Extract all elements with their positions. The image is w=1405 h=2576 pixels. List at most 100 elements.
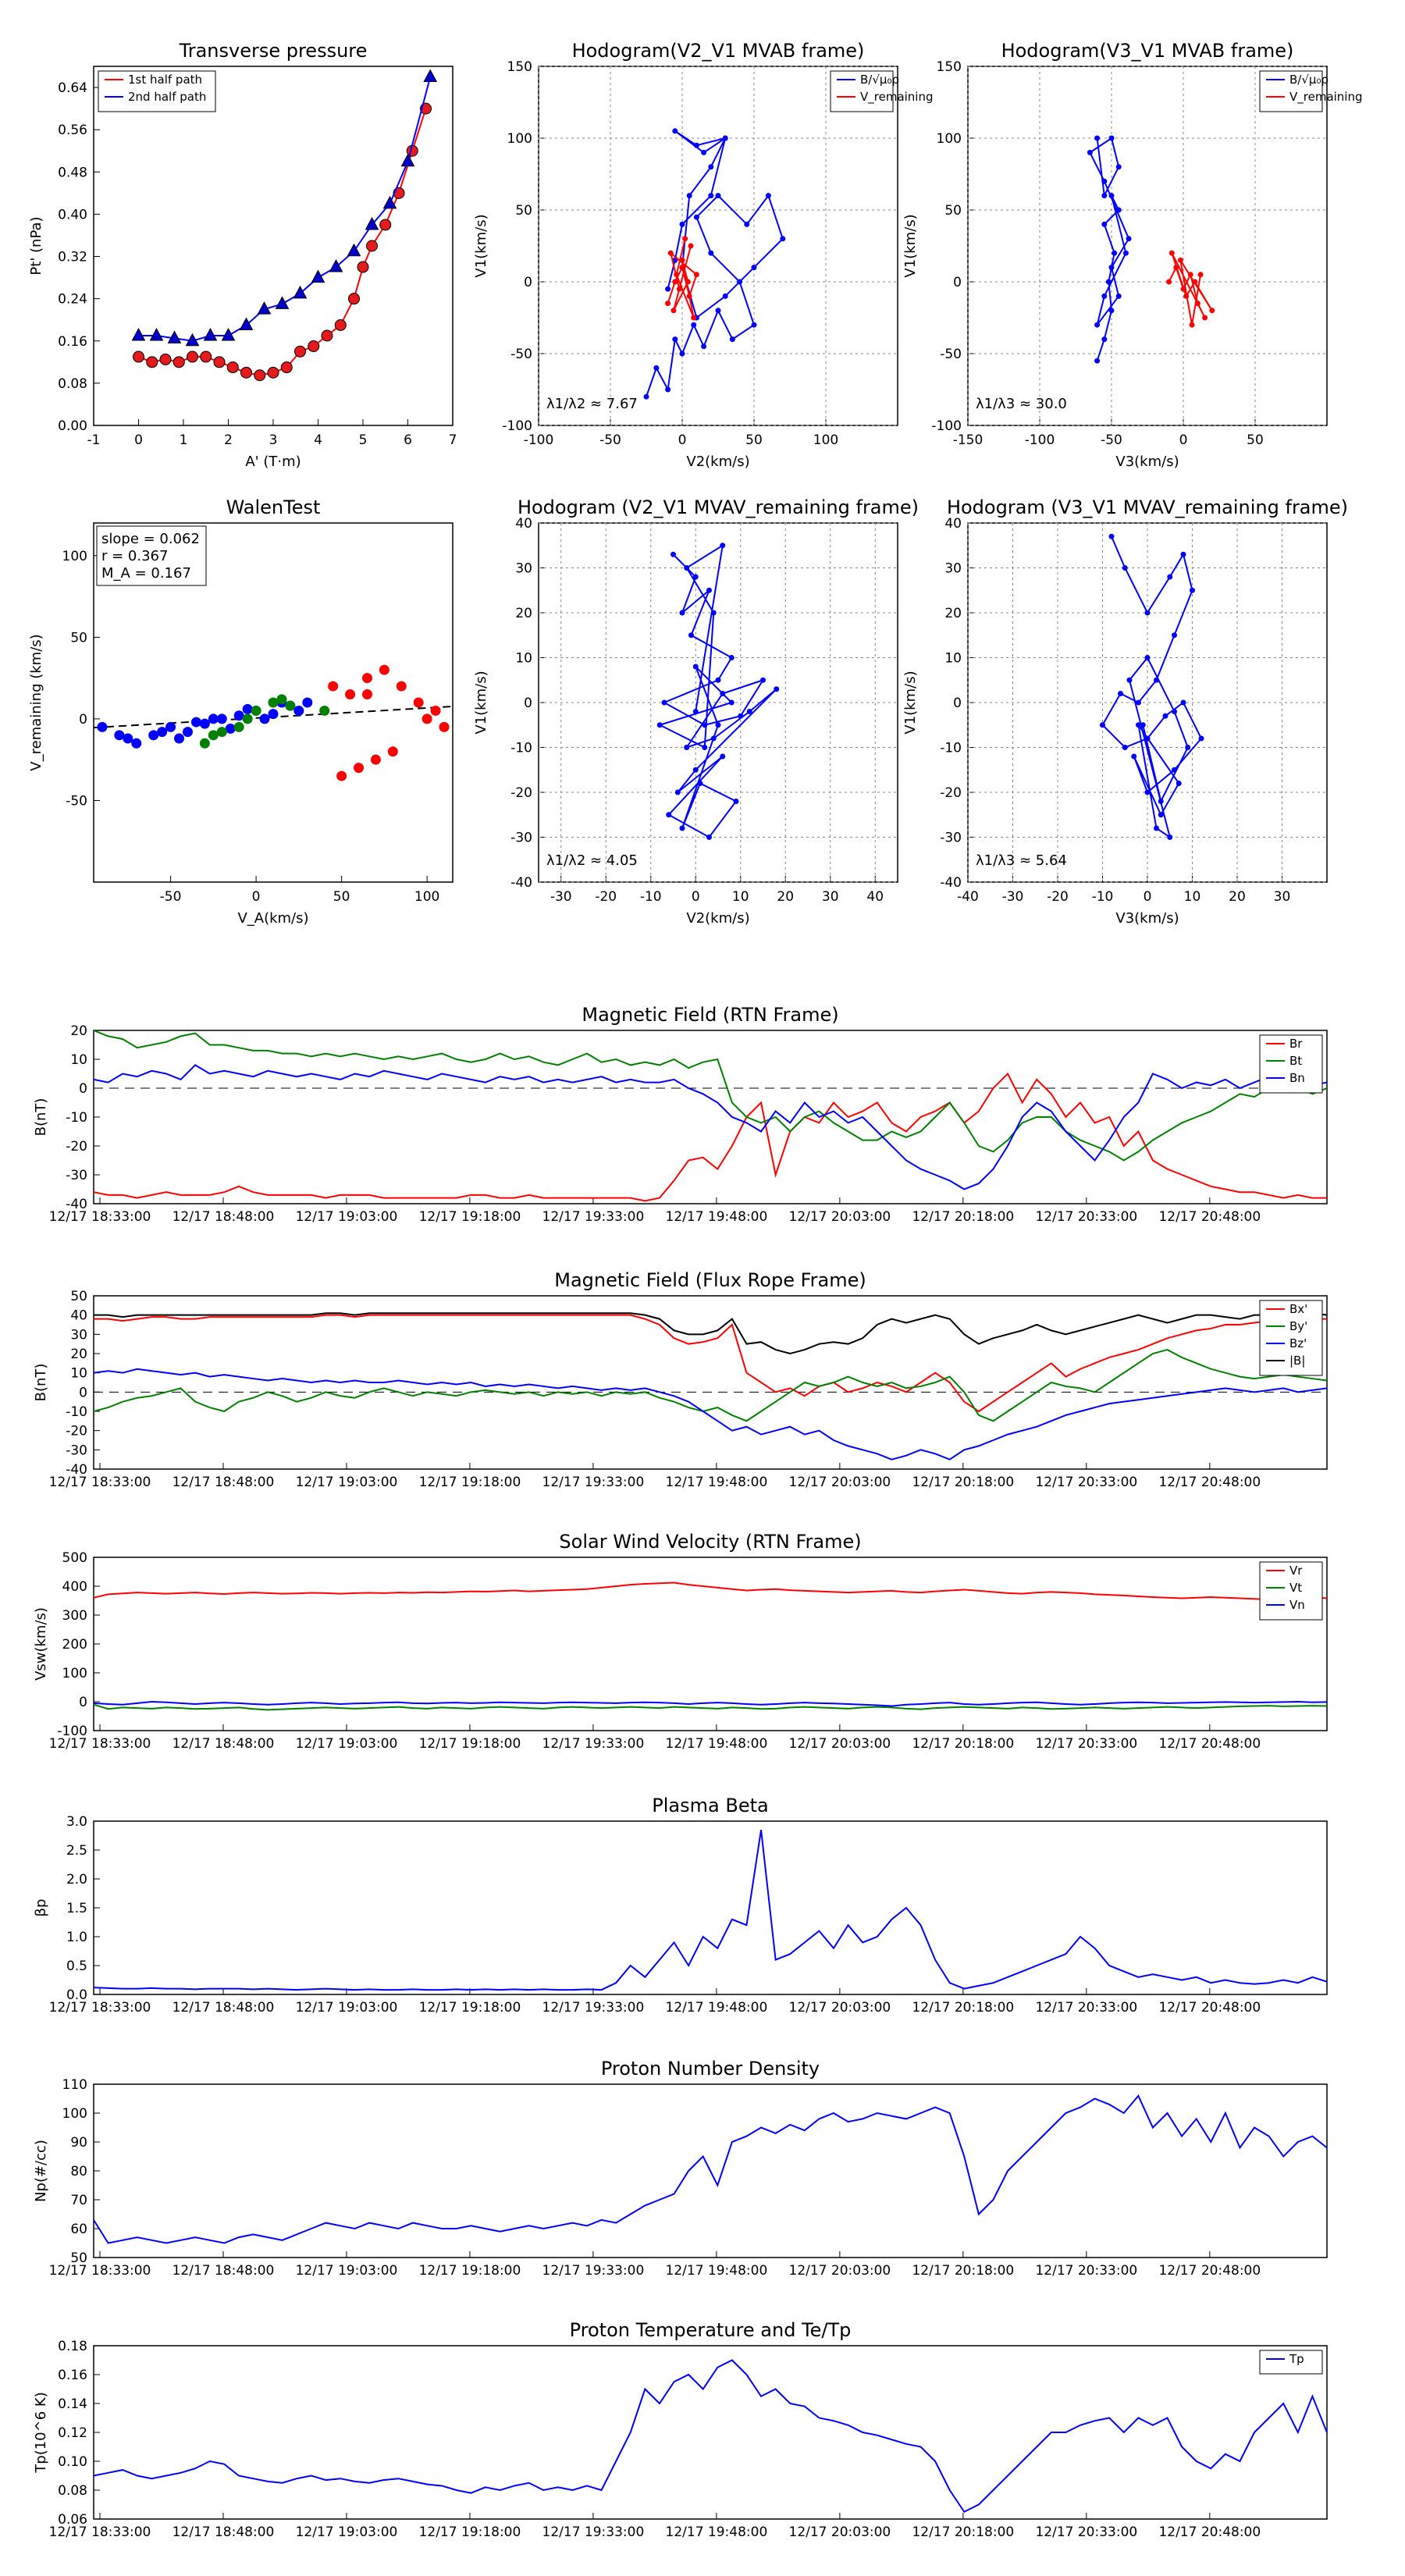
data-point: [702, 722, 708, 728]
y-tick-label: 300: [62, 1608, 87, 1624]
series-line-|B|: [94, 1312, 1327, 1355]
data-point: [199, 718, 210, 729]
x-tick-label: 12/17 20:03:00: [789, 1209, 891, 1225]
data-point: [225, 723, 236, 734]
data-point: [679, 350, 685, 357]
legend-label: V_remaining: [860, 90, 934, 105]
legend-label: Tp: [1289, 2352, 1304, 2366]
y-tick-label: 2.0: [66, 1872, 87, 1888]
data-point: [679, 825, 685, 831]
data-point: [1108, 308, 1115, 314]
data-point: [1094, 358, 1101, 364]
chart-title: Solar Wind Velocity (RTN Frame): [559, 1531, 861, 1553]
data-point: [701, 149, 707, 155]
data-point: [275, 296, 290, 309]
x-tick-label: -50: [1101, 432, 1122, 448]
data-point: [302, 697, 313, 708]
data-point: [146, 356, 158, 368]
data-point: [1094, 322, 1101, 328]
y-tick-label: 400: [62, 1579, 87, 1595]
x-tick-label: 12/17 19:48:00: [666, 2263, 768, 2279]
x-tick-label: 12/17 19:48:00: [666, 2524, 768, 2540]
data-point: [1144, 735, 1151, 742]
x-tick-label: -50: [160, 889, 182, 905]
data-point: [254, 369, 266, 382]
x-tick-label: 3: [269, 432, 278, 448]
y-tick-label: 100: [62, 2106, 87, 2122]
panel-pt: Transverse pressure 0.00 0.08 0.16 0.24 0.32 0…: [28, 40, 457, 470]
x-tick-label: 12/17 18:48:00: [173, 1475, 275, 1490]
data-point: [679, 257, 685, 263]
data-point: [1198, 735, 1204, 742]
annotation-text: λ1/λ3 ≈ 5.64: [976, 852, 1067, 869]
data-point: [1108, 135, 1115, 141]
data-point: [311, 269, 325, 283]
annotation-text: M_A = 0.167: [101, 565, 191, 582]
data-point: [738, 713, 744, 719]
data-point: [370, 754, 381, 765]
y-tick-label: 50: [70, 2250, 87, 2266]
y-tick-label: 0: [79, 1695, 87, 1710]
x-tick-label: 20: [777, 889, 794, 905]
series-line-Tp: [94, 2359, 1327, 2514]
panel-vsw: Solar Wind Velocity (RTN Frame) -100 0 100 2…: [33, 1531, 1328, 1752]
data-point: [1176, 781, 1182, 786]
x-tick-label: 12/17 18:48:00: [173, 1736, 275, 1752]
data-point: [722, 293, 728, 299]
chart-title: Plasma Beta: [652, 1795, 768, 1816]
data-point: [674, 789, 681, 795]
panel-tp: Proton Temperature and Te/Tp 0.06 0.08 0.10…: [33, 2319, 1328, 2540]
x-tick-label: 12/17 20:18:00: [912, 2000, 1014, 2016]
data-point: [665, 286, 671, 292]
data-point: [708, 164, 714, 170]
y-tick-label: 0: [79, 1385, 87, 1400]
data-point: [1122, 565, 1128, 571]
data-point: [345, 689, 356, 700]
data-point: [667, 250, 674, 256]
series-group: [94, 1312, 1327, 1461]
y-tick-label: 70: [70, 2193, 87, 2208]
data-point: [765, 193, 771, 199]
data-point: [688, 243, 694, 249]
data-point: [1197, 272, 1204, 278]
data-point: [679, 610, 685, 616]
chart-title: Transverse pressure: [179, 40, 368, 62]
data-point: [174, 733, 185, 744]
y-tick-label: -20: [510, 785, 532, 801]
data-point: [715, 193, 721, 199]
data-point: [1187, 272, 1193, 278]
data-point: [728, 699, 735, 706]
y-tick-label: 0: [79, 712, 87, 728]
x-tick-label: 12/17 19:33:00: [542, 2263, 645, 2279]
legend-label: Vn: [1289, 1598, 1305, 1612]
x-tick-label: 12/17 18:33:00: [49, 1475, 151, 1490]
data-point: [251, 705, 261, 716]
x-tick-label: 40: [866, 889, 884, 905]
data-point: [701, 343, 707, 350]
data-point: [760, 677, 766, 683]
legend-box: [1259, 1300, 1323, 1376]
y-tick-label: -10: [510, 741, 532, 756]
y-tick-label: -30: [510, 831, 532, 846]
annotation-text: slope = 0.062: [101, 531, 200, 547]
y-tick-label: 200: [62, 1637, 87, 1653]
x-tick-label: 12/17 20:33:00: [1035, 2524, 1137, 2540]
data-point: [685, 279, 691, 285]
x-tick-label: 2: [224, 432, 233, 448]
y-axis-label: βp: [33, 1899, 49, 1917]
axes-frame: [93, 1820, 1328, 1995]
x-tick-label: 12/17 20:18:00: [912, 1736, 1014, 1752]
data-point: [1108, 193, 1115, 199]
x-tick-label: 12/17 19:48:00: [666, 1209, 768, 1225]
data-point: [1180, 286, 1186, 292]
legend-label: By': [1289, 1319, 1307, 1333]
y-axis-label: V1(km/s): [473, 214, 489, 277]
series-group: [94, 1829, 1327, 1991]
data-point: [257, 301, 272, 315]
data-point: [1173, 265, 1179, 271]
x-tick-label: 100: [414, 889, 439, 905]
series-line-Vr: [94, 1582, 1327, 1601]
x-tick-label: 50: [1247, 432, 1264, 448]
data-point: [715, 308, 721, 314]
y-tick-label: 10: [944, 651, 962, 667]
